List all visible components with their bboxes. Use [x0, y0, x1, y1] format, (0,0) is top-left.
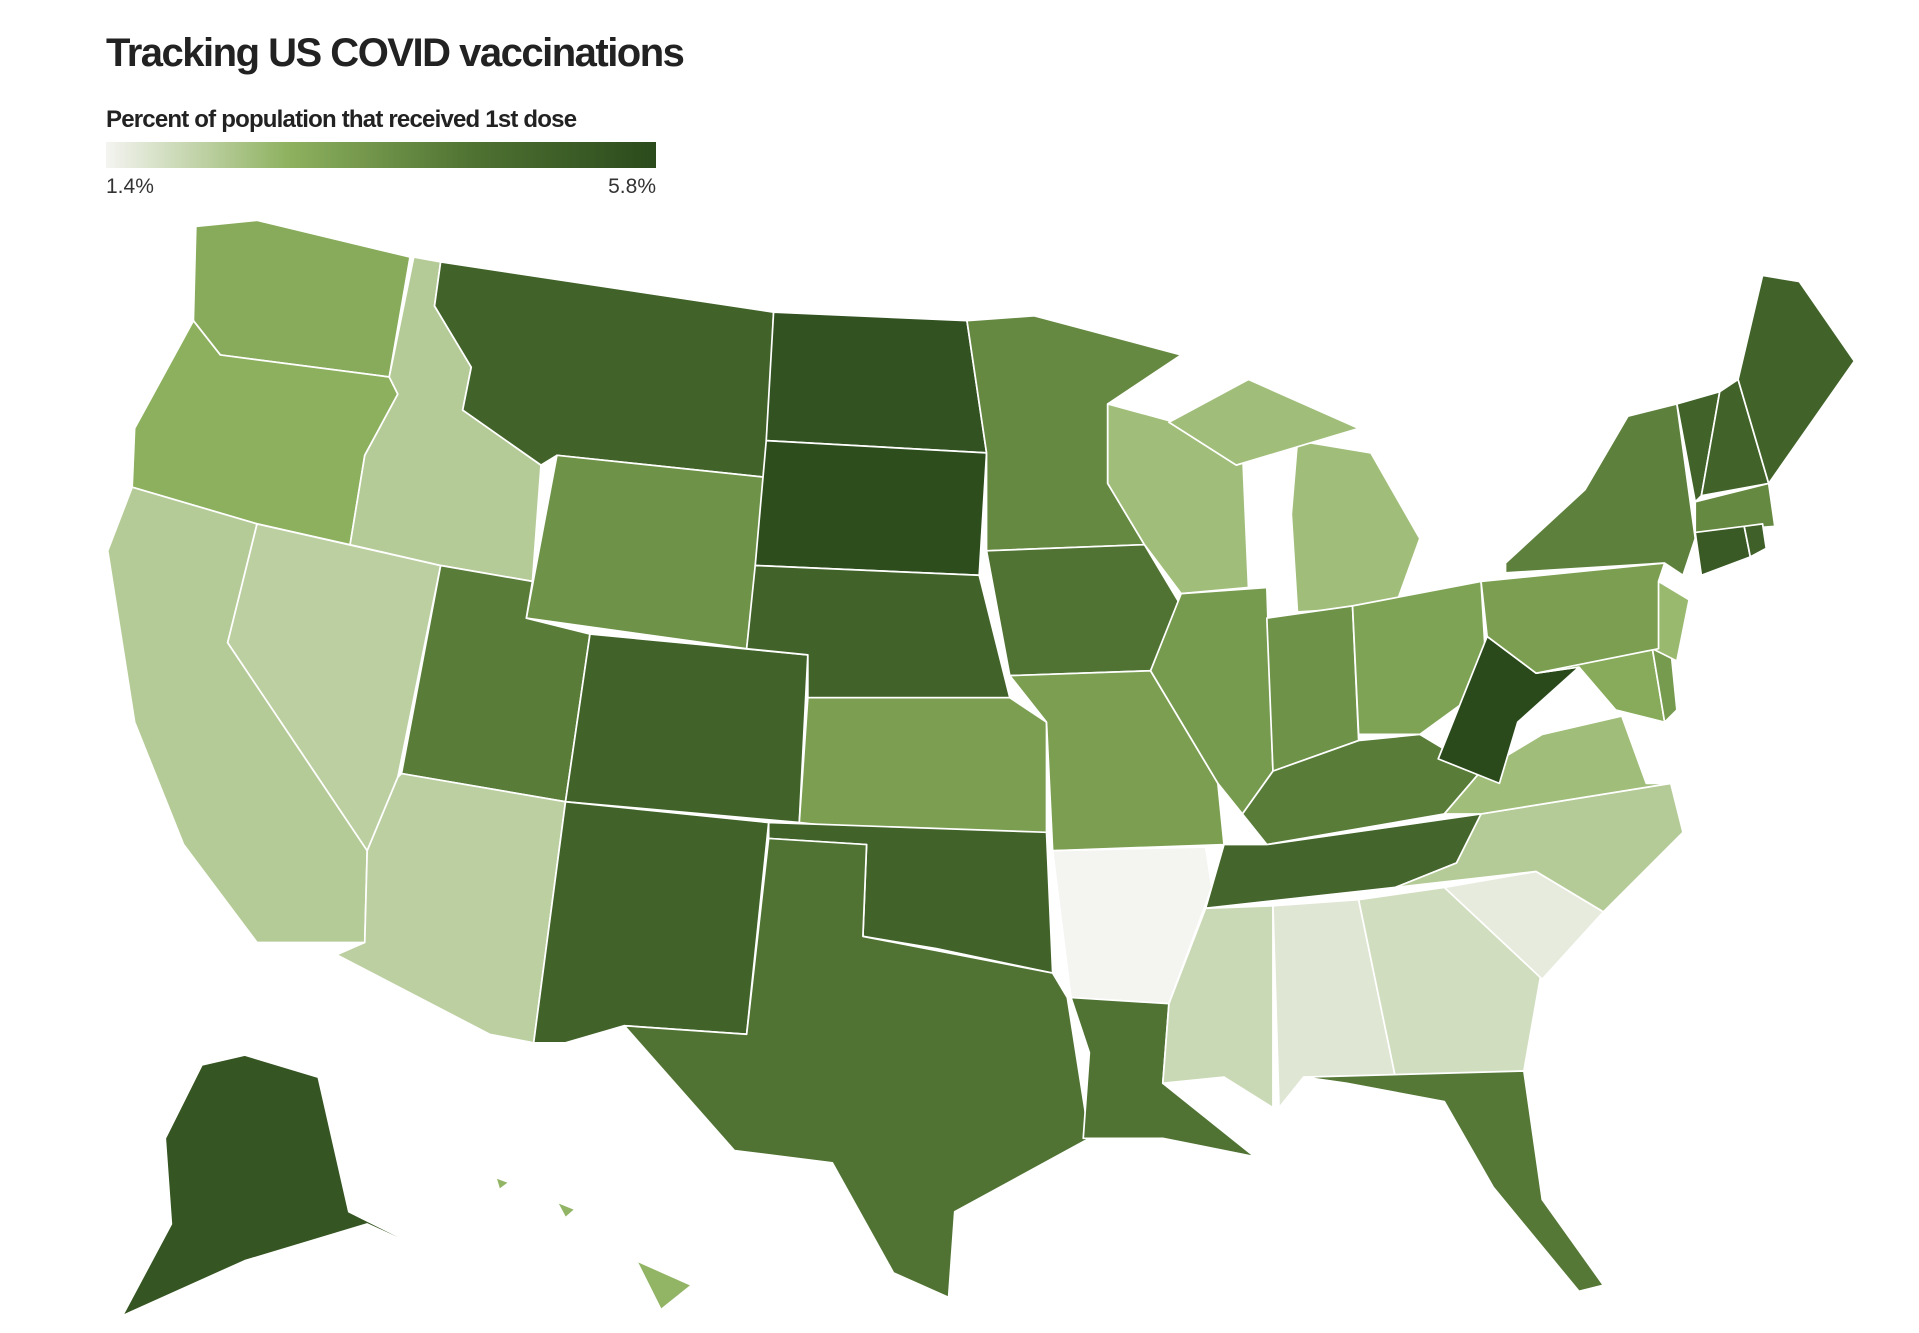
state: [1290, 439, 1421, 613]
state: [1051, 846, 1213, 1005]
state: [1351, 580, 1489, 736]
legend-min-label: 1.4%: [106, 175, 154, 198]
states: [106, 219, 1856, 1317]
state: [623, 837, 1091, 1299]
state: [1394, 782, 1684, 913]
state: [1743, 523, 1768, 558]
legend-gradient: [106, 142, 656, 168]
state: [1168, 378, 1360, 466]
state: [564, 633, 809, 824]
state: [754, 439, 988, 577]
state: [798, 696, 1048, 852]
state: [985, 543, 1183, 677]
state: [1302, 1070, 1605, 1293]
state: [532, 800, 770, 1044]
state: [1694, 482, 1776, 534]
state: [556, 1201, 577, 1219]
legend-max-label: 5.8%: [608, 175, 656, 198]
state: [1694, 525, 1752, 577]
state: [121, 1054, 448, 1317]
state: [635, 1259, 693, 1311]
title: Tracking US COVID vaccinations: [106, 31, 684, 75]
state: [525, 454, 768, 650]
state: [765, 311, 988, 454]
state: [1504, 403, 1697, 577]
state: [1737, 274, 1856, 485]
state: [494, 1176, 511, 1191]
state: [192, 219, 411, 378]
legend-title: Percent of population that received 1st …: [106, 106, 577, 133]
